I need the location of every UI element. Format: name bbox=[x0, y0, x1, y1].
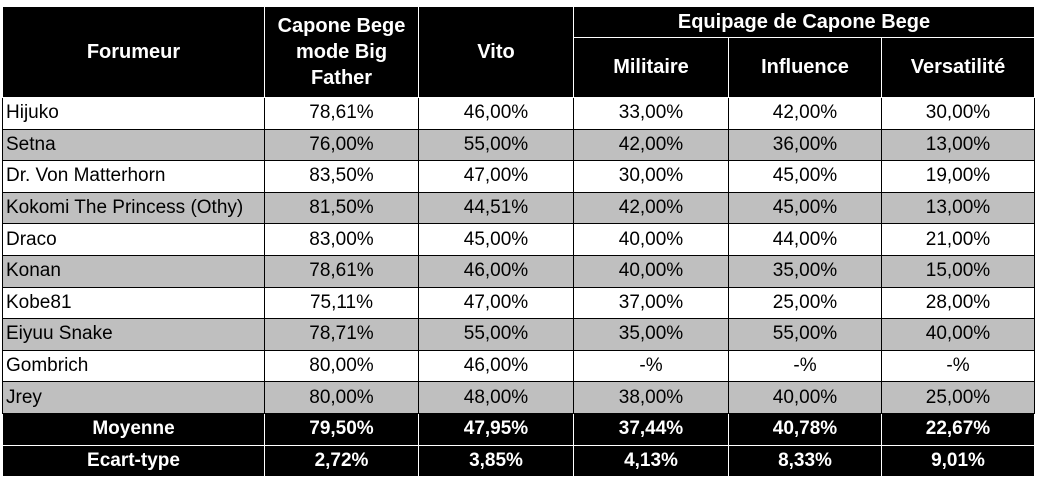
cell-vito: 45,00% bbox=[418, 223, 574, 256]
cell-militaire: 35,00% bbox=[573, 318, 729, 351]
header-influence: Influence bbox=[728, 37, 882, 98]
cell-influence: 40,00% bbox=[728, 381, 882, 414]
table-header: Forumeur Capone Bege mode Big Father Vit… bbox=[2, 6, 1035, 98]
cell-capone: 78,71% bbox=[264, 318, 419, 351]
cell-forumeur: Kokomi The Princess (Othy) bbox=[2, 191, 265, 225]
cell-militaire: 30,00% bbox=[573, 160, 729, 193]
cell-versatilite: 15,00% bbox=[881, 254, 1035, 288]
cell-vito: 47,00% bbox=[418, 286, 574, 320]
summary-influence: 40,78% bbox=[728, 412, 882, 446]
cell-influence: 36,00% bbox=[728, 128, 882, 162]
table-row: Draco 83,00% 45,00% 40,00% 44,00% 21,00% bbox=[2, 223, 1035, 256]
results-table: Forumeur Capone Bege mode Big Father Vit… bbox=[2, 6, 1035, 478]
cell-capone: 78,61% bbox=[264, 254, 419, 288]
cell-influence: 25,00% bbox=[728, 286, 882, 320]
table-row: Jrey 80,00% 48,00% 38,00% 40,00% 25,00% bbox=[2, 381, 1035, 414]
table-row: Dr. Von Matterhorn 83,50% 47,00% 30,00% 45,0… bbox=[2, 160, 1035, 193]
cell-capone: 83,00% bbox=[264, 223, 419, 256]
cell-influence: 45,00% bbox=[728, 191, 882, 225]
table-row: Setna 76,00% 55,00% 42,00% 36,00% 13,00% bbox=[2, 128, 1035, 162]
cell-capone: 83,50% bbox=[264, 160, 419, 193]
cell-militaire: 40,00% bbox=[573, 254, 729, 288]
cell-versatilite: -% bbox=[881, 349, 1035, 383]
cell-forumeur: Jrey bbox=[2, 381, 265, 414]
table-row: Kobe81 75,11% 47,00% 37,00% 25,00% 28,00% bbox=[2, 286, 1035, 320]
cell-militaire: -% bbox=[573, 349, 729, 383]
cell-vito: 46,00% bbox=[418, 97, 574, 130]
header-militaire: Militaire bbox=[573, 37, 729, 98]
cell-militaire: 33,00% bbox=[573, 97, 729, 130]
cell-versatilite: 13,00% bbox=[881, 191, 1035, 225]
cell-forumeur: Gombrich bbox=[2, 349, 265, 383]
summary-versatilite: 22,67% bbox=[881, 412, 1035, 446]
cell-forumeur: Dr. Von Matterhorn bbox=[2, 160, 265, 193]
table-row: Hijuko 78,61% 46,00% 33,00% 42,00% 30,00% bbox=[2, 97, 1035, 130]
summary-capone: 79,50% bbox=[264, 412, 419, 446]
cell-capone: 76,00% bbox=[264, 128, 419, 162]
header-forumeur: Forumeur bbox=[2, 6, 265, 98]
cell-influence: 45,00% bbox=[728, 160, 882, 193]
cell-forumeur: Konan bbox=[2, 254, 265, 288]
cell-versatilite: 40,00% bbox=[881, 318, 1035, 351]
cell-influence: 35,00% bbox=[728, 254, 882, 288]
cell-versatilite: 19,00% bbox=[881, 160, 1035, 193]
cell-influence: 55,00% bbox=[728, 318, 882, 351]
cell-forumeur: Setna bbox=[2, 128, 265, 162]
cell-militaire: 42,00% bbox=[573, 191, 729, 225]
table-row: Konan 78,61% 46,00% 40,00% 35,00% 15,00% bbox=[2, 254, 1035, 288]
summary-label: Ecart-type bbox=[2, 444, 265, 478]
header-versatilite: Versatilité bbox=[881, 37, 1035, 98]
table-row: Gombrich 80,00% 46,00% -% -% -% bbox=[2, 349, 1035, 383]
table-body: Hijuko 78,61% 46,00% 33,00% 42,00% 30,00% Setn… bbox=[2, 97, 1035, 414]
summary-militaire: 37,44% bbox=[573, 412, 729, 446]
summary-capone: 2,72% bbox=[264, 444, 419, 478]
cell-vito: 46,00% bbox=[418, 349, 574, 383]
cell-militaire: 37,00% bbox=[573, 286, 729, 320]
cell-versatilite: 25,00% bbox=[881, 381, 1035, 414]
cell-capone: 81,50% bbox=[264, 191, 419, 225]
summary-versatilite: 9,01% bbox=[881, 444, 1035, 478]
cell-capone: 80,00% bbox=[264, 381, 419, 414]
cell-versatilite: 28,00% bbox=[881, 286, 1035, 320]
cell-versatilite: 21,00% bbox=[881, 223, 1035, 256]
cell-vito: 55,00% bbox=[418, 318, 574, 351]
cell-forumeur: Hijuko bbox=[2, 97, 265, 130]
cell-vito: 46,00% bbox=[418, 254, 574, 288]
summary-row: Ecart-type 2,72% 3,85% 4,13% 8,33% 9,01% bbox=[2, 444, 1035, 478]
summary-label: Moyenne bbox=[2, 412, 265, 446]
summary-militaire: 4,13% bbox=[573, 444, 729, 478]
cell-capone: 75,11% bbox=[264, 286, 419, 320]
table-row: Eiyuu Snake 78,71% 55,00% 35,00% 55,00% 40,00… bbox=[2, 318, 1035, 351]
header-group-equipage: Equipage de Capone Bege bbox=[573, 6, 1035, 38]
cell-vito: 44,51% bbox=[418, 191, 574, 225]
cell-versatilite: 13,00% bbox=[881, 128, 1035, 162]
summary-row: Moyenne 79,50% 47,95% 37,44% 40,78% 22,67% bbox=[2, 412, 1035, 446]
summary-vito: 47,95% bbox=[418, 412, 574, 446]
header-capone: Capone Bege mode Big Father bbox=[264, 6, 419, 98]
cell-forumeur: Kobe81 bbox=[2, 286, 265, 320]
cell-influence: 42,00% bbox=[728, 97, 882, 130]
cell-vito: 47,00% bbox=[418, 160, 574, 193]
cell-militaire: 40,00% bbox=[573, 223, 729, 256]
summary-vito: 3,85% bbox=[418, 444, 574, 478]
cell-forumeur: Eiyuu Snake bbox=[2, 318, 265, 351]
header-vito: Vito bbox=[418, 6, 574, 98]
table-footer: Moyenne 79,50% 47,95% 37,44% 40,78% 22,67% Eca… bbox=[2, 412, 1035, 478]
cell-capone: 78,61% bbox=[264, 97, 419, 130]
cell-militaire: 42,00% bbox=[573, 128, 729, 162]
cell-influence: -% bbox=[728, 349, 882, 383]
cell-vito: 55,00% bbox=[418, 128, 574, 162]
cell-versatilite: 30,00% bbox=[881, 97, 1035, 130]
cell-capone: 80,00% bbox=[264, 349, 419, 383]
cell-vito: 48,00% bbox=[418, 381, 574, 414]
table-row: Kokomi The Princess (Othy) 81,50% 44,51% 42… bbox=[2, 191, 1035, 225]
summary-influence: 8,33% bbox=[728, 444, 882, 478]
cell-influence: 44,00% bbox=[728, 223, 882, 256]
results-table-container: Forumeur Capone Bege mode Big Father Vit… bbox=[2, 6, 1035, 478]
cell-militaire: 38,00% bbox=[573, 381, 729, 414]
cell-forumeur: Draco bbox=[2, 223, 265, 256]
